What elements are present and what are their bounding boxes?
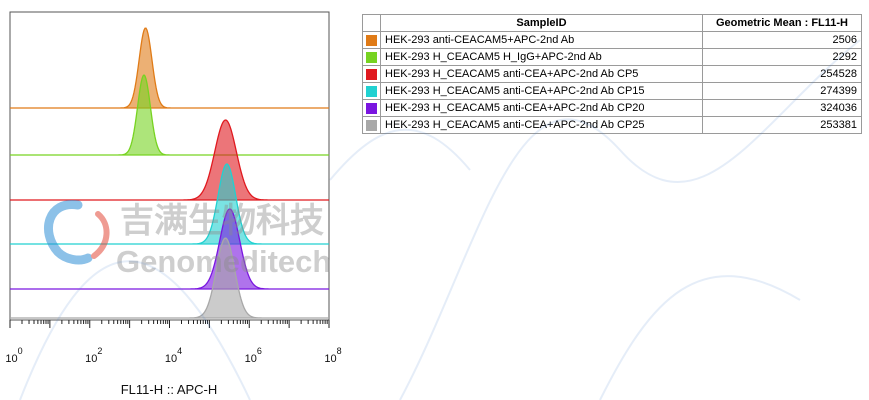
legend-row: HEK-293 H_CEACAM5 H_IgG+APC-2nd Ab 2292 [362,48,862,66]
histogram-series [10,119,329,201]
swatch-header [362,14,381,32]
legend-swatch [366,119,377,131]
legend-header-row: SampleID Geometric Mean : FL11-H [362,14,862,32]
sample-id-cell: HEK-293 H_CEACAM5 anti-CEA+APC-2nd Ab CP… [380,82,703,100]
sample-id-cell: HEK-293 H_CEACAM5 anti-CEA+APC-2nd Ab CP… [380,116,703,134]
legend-swatch-cell [362,65,381,83]
legend-swatch [366,102,377,114]
geometric-mean-cell: 2506 [702,31,862,49]
x-tick-label: 108 [324,346,341,365]
legend-swatch [366,85,377,97]
x-tick-label: 106 [245,346,262,365]
legend-swatch-cell [362,48,381,66]
legend-swatch [366,34,377,46]
series-group [10,27,329,319]
sample-id-cell: HEK-293 H_CEACAM5 anti-CEA+APC-2nd Ab CP… [380,99,703,117]
histogram-series [10,74,329,156]
histogram-series [10,27,329,109]
histogram-series [10,208,329,290]
geometric-mean-cell: 253381 [702,116,862,134]
legend-row: HEK-293 anti-CEACAM5+APC-2nd Ab 2506 [362,31,862,49]
legend-swatch [366,51,377,63]
legend-table-wrap: SampleID Geometric Mean : FL11-H HEK-293… [362,14,869,164]
geometric-mean-cell: 254528 [702,65,862,83]
legend-swatch-cell [362,82,381,100]
geometric-mean-cell: 2292 [702,48,862,66]
x-tick-label: 104 [165,346,182,365]
geometric-mean-header: Geometric Mean : FL11-H [702,14,862,32]
legend-body: HEK-293 anti-CEACAM5+APC-2nd Ab 2506 HEK-2… [362,31,862,134]
histogram-series [10,237,329,319]
x-axis: 100 102 104 106 108 [5,320,342,365]
sample-id-cell: HEK-293 H_CEACAM5 anti-CEA+APC-2nd Ab CP… [380,65,703,83]
x-tick-label: 100 [5,346,22,365]
legend-swatch-cell [362,31,381,49]
sample-id-cell: HEK-293 H_CEACAM5 H_IgG+APC-2nd Ab [380,48,703,66]
legend-swatch-cell [362,116,381,134]
sample-id-header: SampleID [380,14,703,32]
legend-swatch-cell [362,99,381,117]
geometric-mean-cell: 274399 [702,82,862,100]
legend-swatch [366,68,377,80]
plot-frame [9,11,330,321]
legend-row: HEK-293 H_CEACAM5 anti-CEA+APC-2nd Ab CP… [362,99,862,117]
x-axis-label: FL11-H :: APC-H [121,382,218,397]
legend-row: HEK-293 H_CEACAM5 anti-CEA+APC-2nd Ab CP… [362,65,862,83]
sample-id-cell: HEK-293 anti-CEACAM5+APC-2nd Ab [380,31,703,49]
geometric-mean-cell: 324036 [702,99,862,117]
legend-table: SampleID Geometric Mean : FL11-H HEK-293… [362,14,862,134]
x-tick-label: 102 [85,346,102,365]
histogram-series [10,163,329,245]
legend-row: HEK-293 H_CEACAM5 anti-CEA+APC-2nd Ab CP… [362,82,862,100]
legend-row: HEK-293 H_CEACAM5 anti-CEA+APC-2nd Ab CP… [362,116,862,134]
